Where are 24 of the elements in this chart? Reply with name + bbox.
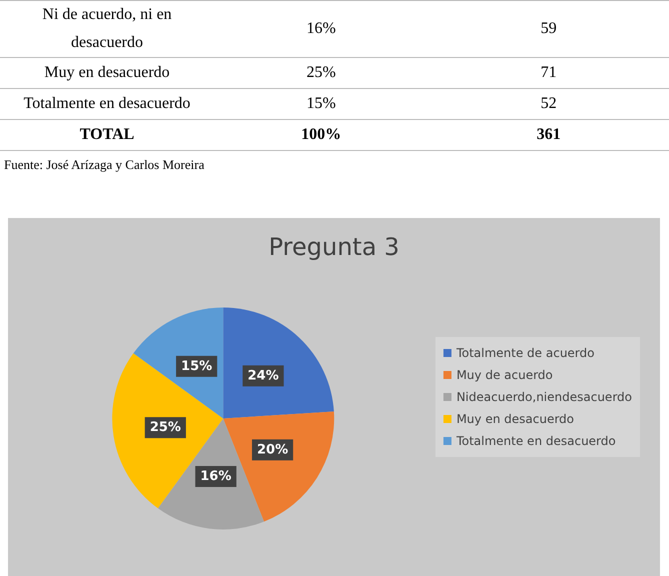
text: TOTAL [0,120,214,150]
text: 361 [428,120,669,150]
text: Totalmente en desacuerdo [0,88,214,120]
data-label: 25% [150,420,181,436]
legend-label: Muy en desacuerdo [456,412,574,426]
text: 100% [214,120,428,150]
data-label: 15% [181,358,212,374]
data-label: 24% [248,368,279,384]
legend-label: Totalmente en desacuerdo [455,434,616,448]
text: 15% [214,88,428,120]
data-label: 16% [200,469,232,484]
legend-label: Nideacuerdo,niendesacuerdo [456,390,632,404]
text: 71 [428,58,669,88]
text: 52 [428,88,669,120]
legend-label: Muy de acuerdo [456,368,553,382]
text: 59 [428,0,669,58]
text: 25% [214,58,428,88]
chart-title: Pregunta 3 [268,233,400,261]
data-label: 20% [256,442,288,458]
text: 16% [214,0,428,58]
text: Muy en desacuerdo [0,58,214,88]
source-note: Fuente: José Arízaga y Carlos Moreira [4,157,204,173]
text: Ni de acuerdo, ni en desacuerdo [0,0,214,58]
legend-label: Totalmente de acuerdo [455,346,594,360]
